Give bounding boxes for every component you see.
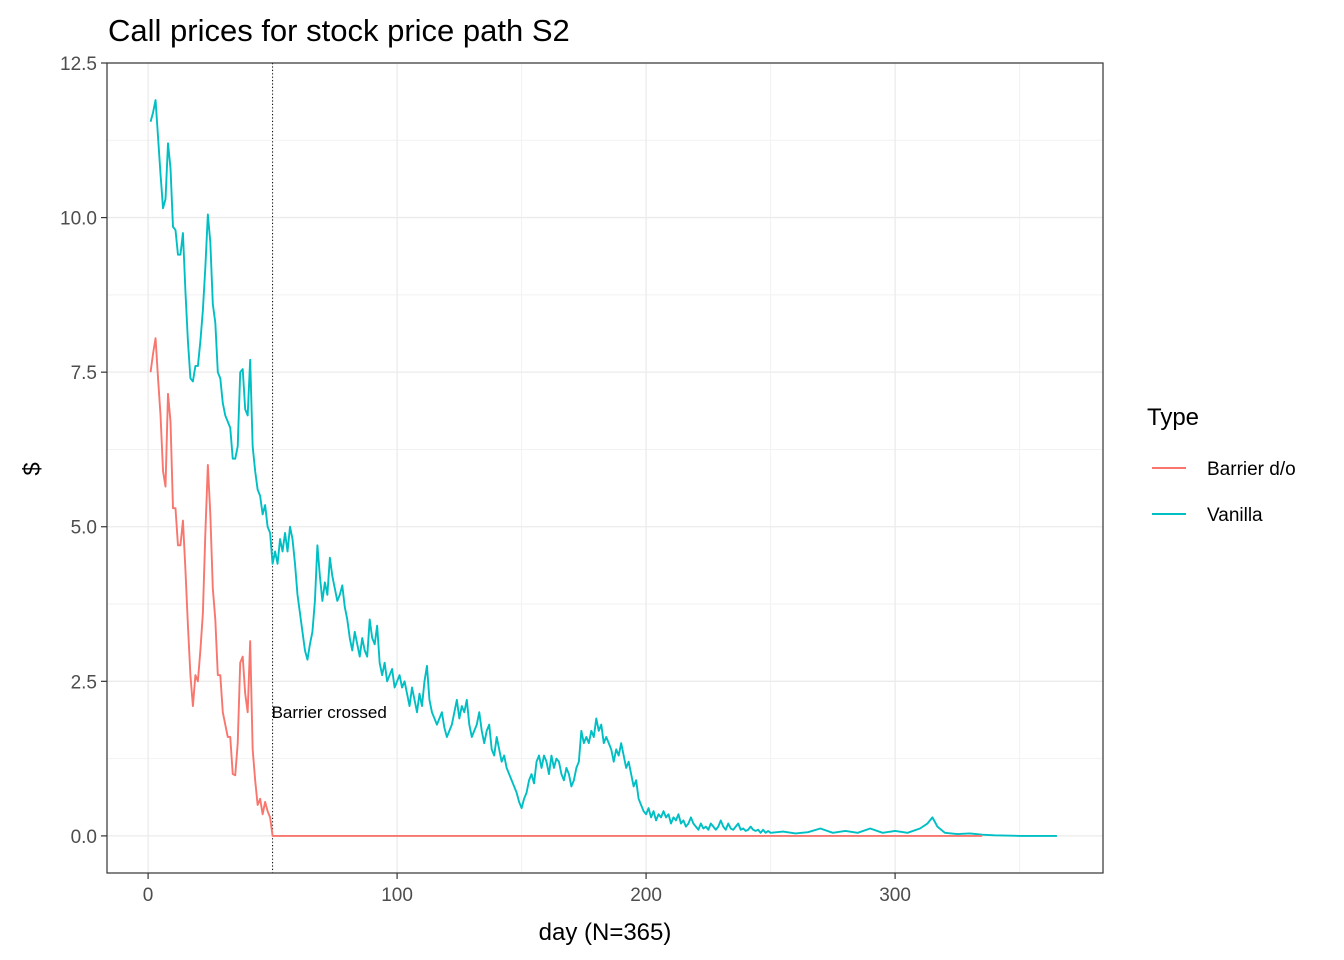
legend-title: Type xyxy=(1147,404,1199,431)
y-axis-title: $ xyxy=(19,462,46,475)
y-tick-label: 12.5 xyxy=(60,54,97,75)
x-axis-title: day (N=365) xyxy=(539,919,672,946)
legend-label: Barrier d/o xyxy=(1207,459,1296,480)
legend-label: Vanilla xyxy=(1207,505,1263,526)
series-line-vanilla xyxy=(149,99,1057,837)
x-tick-label: 100 xyxy=(381,885,413,906)
barrier-annotation: Barrier crossed xyxy=(272,703,387,722)
gridlines xyxy=(107,62,1103,873)
x-tick-label: 0 xyxy=(143,885,154,906)
x-axis: 0 100 200 300 xyxy=(143,873,911,906)
series-line-barrier xyxy=(149,337,983,837)
y-tick-label: 10.0 xyxy=(60,209,97,230)
y-tick-label: 0.0 xyxy=(71,827,97,848)
legend: Type Barrier d/o Vanilla xyxy=(1147,404,1296,526)
y-tick-label: 5.0 xyxy=(71,518,97,539)
chart-title: Call prices for stock price path S2 xyxy=(108,13,570,48)
y-axis: 0.0 2.5 5.0 7.5 10.0 12.5 xyxy=(60,54,107,848)
x-tick-label: 300 xyxy=(879,885,911,906)
y-tick-label: 2.5 xyxy=(71,672,97,693)
y-tick-label: 7.5 xyxy=(71,363,97,384)
plot-panel-border xyxy=(106,62,1104,874)
x-tick-label: 200 xyxy=(630,885,662,906)
series-layer xyxy=(149,99,1057,837)
